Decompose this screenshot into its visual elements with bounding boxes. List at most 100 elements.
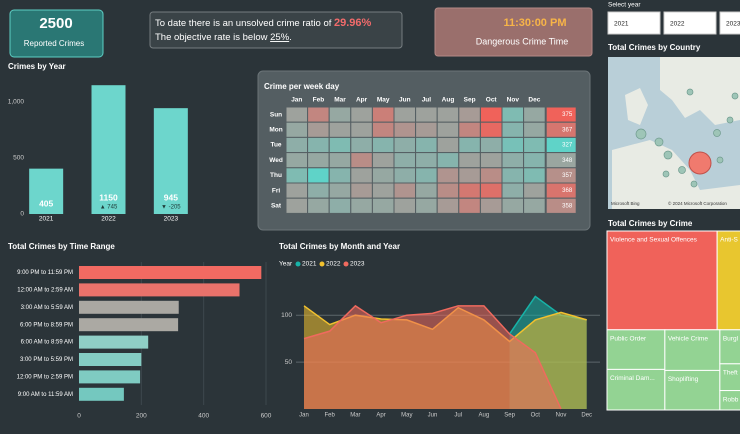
heat-cell <box>393 121 417 138</box>
heat-cell <box>371 152 395 169</box>
row-label: Fri <box>272 187 281 194</box>
chart-title: Crimes by Year <box>8 62 66 71</box>
ratio-card <box>149 11 403 49</box>
treemap-cell <box>719 329 740 365</box>
column-label: Jul <box>422 97 432 104</box>
treemap-label: Shoplifting <box>668 376 699 383</box>
treemap-cell <box>719 390 740 411</box>
slicer-option[interactable] <box>719 11 740 35</box>
column-label: Jan <box>291 97 302 104</box>
heat-cell <box>393 106 417 123</box>
slicer-option[interactable] <box>663 11 717 35</box>
y-tick-label: 12:00 AM to 2:59 AM <box>17 287 73 293</box>
heat-cell <box>328 197 352 214</box>
heat-cell <box>458 197 481 214</box>
heat-cell <box>436 197 460 214</box>
heat-cell <box>415 182 438 199</box>
x-tick-label: Dec <box>581 413 592 419</box>
slicer-option[interactable] <box>607 11 661 35</box>
area <box>304 305 561 409</box>
heat-cell <box>371 167 395 184</box>
heat-cell <box>501 106 525 123</box>
legend-title: Year <box>279 261 293 268</box>
heat-cell <box>523 106 546 123</box>
bar <box>79 387 124 401</box>
bar <box>79 318 179 332</box>
map-land <box>625 88 648 125</box>
heat-cell <box>285 121 309 138</box>
heat-cell <box>393 136 417 154</box>
heat-cell <box>393 197 417 214</box>
x-tick-label: 600 <box>261 413 272 420</box>
total-label: 348 <box>562 158 573 164</box>
chart-title: Total Crimes by Month and Year <box>279 242 400 251</box>
heat-cell <box>458 152 481 169</box>
heat-cell <box>350 121 373 138</box>
chart-title: Total Crimes by Crime <box>608 219 693 228</box>
heat-cell <box>523 182 546 199</box>
heat-cell <box>371 121 395 138</box>
legend-label: 2022 <box>326 261 341 268</box>
treemap-cell <box>606 368 666 411</box>
bar <box>79 283 240 297</box>
kpi-value: 2500 <box>39 15 72 32</box>
heat-cell <box>307 167 330 184</box>
heat-cell <box>328 167 352 184</box>
y-tick-label: 500 <box>13 155 24 162</box>
total-label: 367 <box>562 127 573 133</box>
row-label: Sat <box>271 203 282 210</box>
row-label: Tue <box>270 142 281 149</box>
heat-cell <box>479 121 503 138</box>
heat-cell <box>479 136 503 154</box>
heat-cell <box>479 106 503 123</box>
heat-cell <box>285 152 309 169</box>
slicer-option-label: 2023 <box>726 21 740 28</box>
slicer-option-label: 2022 <box>670 21 685 28</box>
x-tick-label: 2023 <box>164 216 179 223</box>
map-bubble-highlight <box>688 151 712 175</box>
heat-cell <box>458 167 481 184</box>
heat-cell <box>328 152 352 169</box>
heat-cell <box>307 136 330 154</box>
row-label: Mon <box>269 127 282 134</box>
legend-marker <box>319 261 325 267</box>
heat-cell <box>350 182 373 199</box>
heat-cell <box>328 121 352 138</box>
heat-cell <box>479 152 503 169</box>
heat-cell <box>523 167 546 184</box>
y-tick-label: 9:00 AM to 11:59 AM <box>18 392 73 398</box>
map-bubbles <box>635 88 739 188</box>
value-label: 1150 <box>99 192 118 202</box>
heat-cell <box>350 106 373 123</box>
heat-cell <box>436 136 460 154</box>
slicer-option-label: 2021 <box>614 21 629 28</box>
heat-cell <box>371 106 395 123</box>
x-tick-label: 2022 <box>101 216 116 223</box>
y-tick-label: 50 <box>285 359 293 366</box>
heat-cell <box>501 167 525 184</box>
x-tick-label: Jul <box>454 413 462 419</box>
total-label: 358 <box>562 203 573 209</box>
heat-cell <box>415 152 438 169</box>
bar <box>153 108 188 214</box>
column-label: Mar <box>334 97 346 104</box>
y-tick-label: 9:00 PM to 11:59 PM <box>17 270 73 276</box>
x-tick-label: Nov <box>556 413 567 419</box>
column-label: Jun <box>399 97 411 104</box>
column-label: Aug <box>442 97 455 104</box>
column-label: Apr <box>356 97 368 104</box>
heat-cell <box>479 167 503 184</box>
slicer-label: Select year <box>608 2 641 9</box>
heat-cell <box>285 197 309 214</box>
target-line: The objective rate is below <box>155 32 268 43</box>
heat-cell <box>458 121 481 138</box>
bar <box>91 85 126 214</box>
y-tick-label: 1,000 <box>8 99 25 106</box>
heat-cell <box>371 182 395 199</box>
bar <box>79 300 179 314</box>
map-credit: Microsoft Bing <box>611 201 640 206</box>
treemap-label: Public Order <box>610 336 647 343</box>
treemap-label: Anti-S <box>720 237 738 244</box>
total-label: 368 <box>562 188 573 194</box>
chart-title: Crime per week day <box>264 82 340 91</box>
